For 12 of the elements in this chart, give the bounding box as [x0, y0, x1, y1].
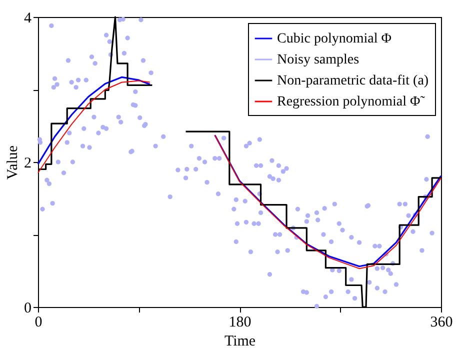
y-axis-title: Value — [5, 145, 21, 180]
legend-label: Non-parametric data-fit (a) — [277, 74, 429, 88]
legend-label: Noisy samples — [277, 52, 360, 68]
x-axis-title: Time — [224, 334, 256, 350]
y-tick-label: 0 — [24, 300, 32, 316]
x-tick-label: 0 — [34, 314, 42, 330]
x-tick-label: 360 — [430, 314, 453, 330]
legend-label: Regression polynomial Φ̃ — [277, 94, 426, 110]
x-tick-label: 180 — [228, 314, 252, 330]
y-tick-label: 2 — [24, 156, 32, 172]
y-tick-label: 4 — [24, 10, 32, 26]
legend-label: Cubic polynomial Φ — [277, 32, 392, 46]
